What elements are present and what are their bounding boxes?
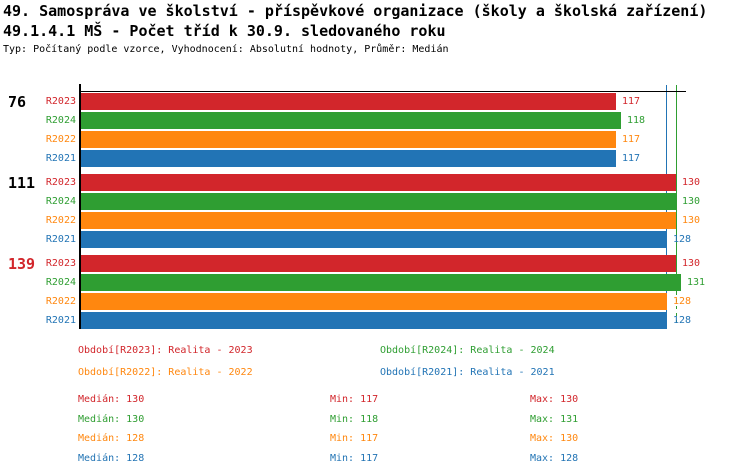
indicator-subtitle: 49.1.4.1 MŠ - Počet tříd k 30.9. sledova… <box>3 22 446 40</box>
bar-value-label: 130 <box>682 196 701 207</box>
bar-value-label: 128 <box>673 315 692 326</box>
legend-item-r2023: Období[R2023]: Realita - 2023 <box>78 345 253 356</box>
bar-value-label: 128 <box>673 234 692 245</box>
stat-min-r2024: Min: 118 <box>330 414 379 425</box>
group-label: 139 <box>8 255 36 273</box>
bar-value-label: 130 <box>682 258 701 269</box>
bar-value-label: 130 <box>682 177 701 188</box>
y-axis-line <box>79 84 81 329</box>
bar-value-label: 118 <box>627 115 646 126</box>
series-row-label: R2022 <box>45 215 76 226</box>
series-row-label: R2021 <box>45 153 76 164</box>
legend-item-r2022: Období[R2022]: Realita - 2022 <box>78 367 253 378</box>
bar-r2022 <box>81 293 667 310</box>
stat-max-r2024: Max: 131 <box>530 414 579 425</box>
bar-r2021 <box>81 150 616 167</box>
bar-r2021 <box>81 312 667 329</box>
group-label: 111 <box>8 174 36 192</box>
bar-r2022 <box>81 212 676 229</box>
stat-min-r2022: Min: 117 <box>330 433 379 444</box>
bar-r2023 <box>81 255 676 272</box>
stat-max-r2023: Max: 130 <box>530 394 579 405</box>
bar-r2023 <box>81 93 616 110</box>
bar-r2024 <box>81 274 681 291</box>
bar-value-label: 131 <box>687 277 706 288</box>
series-row-label: R2021 <box>45 234 76 245</box>
stat-median-r2023: Medián: 130 <box>78 394 145 405</box>
series-row-label: R2023 <box>45 96 76 107</box>
page-title: 49. Samospráva ve školství - příspěvkové… <box>3 2 708 20</box>
bar-r2021 <box>81 231 667 248</box>
series-row-label: R2023 <box>45 258 76 269</box>
bar-value-label: 117 <box>622 134 641 145</box>
stat-median-r2021: Medián: 128 <box>78 453 145 464</box>
series-row-label: R2022 <box>45 296 76 307</box>
stat-min-r2023: Min: 117 <box>330 394 379 405</box>
bar-value-label: 128 <box>673 296 692 307</box>
median-line-r2024 <box>676 85 677 292</box>
stat-min-r2021: Min: 117 <box>330 453 379 464</box>
bar-r2024 <box>81 193 676 210</box>
stat-max-r2021: Max: 128 <box>530 453 579 464</box>
x-axis-line <box>79 91 686 92</box>
legend-item-r2021: Období[R2021]: Realita - 2021 <box>380 367 555 378</box>
series-row-label: R2021 <box>45 315 76 326</box>
median-line-r2024-dashed-tail <box>676 292 677 327</box>
bar-value-label: 130 <box>682 215 701 226</box>
series-row-label: R2024 <box>45 196 76 207</box>
bar-r2022 <box>81 131 616 148</box>
series-row-label: R2022 <box>45 134 76 145</box>
indicator-meta: Typ: Počítaný podle vzorce, Vyhodnocení:… <box>3 44 449 55</box>
legend-item-r2024: Období[R2024]: Realita - 2024 <box>380 345 555 356</box>
series-row-label: R2024 <box>45 115 76 126</box>
series-row-label: R2024 <box>45 277 76 288</box>
bar-r2024 <box>81 112 621 129</box>
stat-median-r2024: Medián: 130 <box>78 414 145 425</box>
bar-r2023 <box>81 174 676 191</box>
stat-median-r2022: Medián: 128 <box>78 433 145 444</box>
bar-chart: 76 R2023 117 R2024 118 R2022 117 R2021 117 111 R20… <box>8 84 706 329</box>
series-row-label: R2023 <box>45 177 76 188</box>
bar-value-label: 117 <box>622 96 641 107</box>
stat-max-r2022: Max: 130 <box>530 433 579 444</box>
bar-value-label: 117 <box>622 153 641 164</box>
group-label: 76 <box>8 93 27 111</box>
